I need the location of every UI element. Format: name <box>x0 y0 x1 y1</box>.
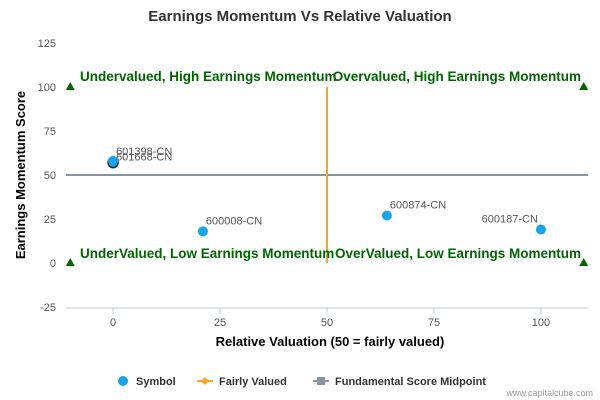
reference-lines <box>66 87 588 263</box>
y-tick-label: -25 <box>40 302 56 314</box>
x-tick-label: 50 <box>321 317 333 329</box>
legend-symbol-label: Symbol <box>136 376 176 388</box>
y-tick-label: 50 <box>44 170 56 182</box>
data-point <box>197 226 208 237</box>
quadrant-group: Undervalued, High Earnings MomentumOverv… <box>65 69 589 266</box>
quadrant-marker <box>65 82 75 90</box>
data-point-label: 601398-CN <box>116 146 172 158</box>
quadrant-marker <box>579 258 589 266</box>
data-point <box>108 155 119 166</box>
quadrant-label-bottom-left: UnderValued, Low Earnings Momentum <box>80 246 334 261</box>
legend-symbol-marker <box>118 376 128 386</box>
x-tick-label: 25 <box>214 317 226 329</box>
quadrant-label-top-left: Undervalued, High Earnings Momentum <box>80 69 337 84</box>
quadrant-label-bottom-right: OverValued, Low Earnings Momentum <box>335 246 581 261</box>
y-tick-label: 0 <box>50 258 56 270</box>
legend: Symbol Fairly Valued Fundamental Score Mid… <box>118 376 486 388</box>
y-axis-title: Earnings Momentum Score <box>13 91 28 259</box>
axes-group: 125 100 75 50 25 0 -25 0 25 50 75 100 <box>38 38 588 329</box>
quadrant-label-top-right: Overvalued, High Earnings Momentum <box>333 69 581 84</box>
x-axis-title: Relative Valuation (50 = fairly valued) <box>216 334 445 349</box>
data-point-label: 600874-CN <box>390 199 446 211</box>
quadrant-marker <box>579 82 589 90</box>
y-tick-label: 100 <box>38 82 56 94</box>
data-point <box>381 210 392 221</box>
data-point-label: 600187-CN <box>482 214 538 226</box>
data-point-label: 600008-CN <box>206 215 262 227</box>
legend-midpoint-label: Fundamental Score Midpoint <box>335 376 486 388</box>
x-tick-label: 0 <box>110 317 116 329</box>
credit-text: www.capitalcube.com <box>505 388 593 398</box>
data-point-label: 601668-CN <box>116 152 172 164</box>
x-tick-label: 100 <box>532 317 550 329</box>
legend-midpoint-marker <box>317 377 325 385</box>
quadrant-marker <box>65 258 75 266</box>
legend-fairly-valued-label: Fairly Valued <box>219 376 287 388</box>
x-tick-label: 75 <box>428 317 440 329</box>
data-point <box>535 224 546 235</box>
chart-title: Earnings Momentum Vs Relative Valuation <box>148 8 451 25</box>
y-tick-label: 25 <box>44 214 56 226</box>
y-tick-label: 125 <box>38 38 56 50</box>
y-tick-label: 75 <box>44 126 56 138</box>
legend-fairly-valued-marker <box>201 377 209 385</box>
